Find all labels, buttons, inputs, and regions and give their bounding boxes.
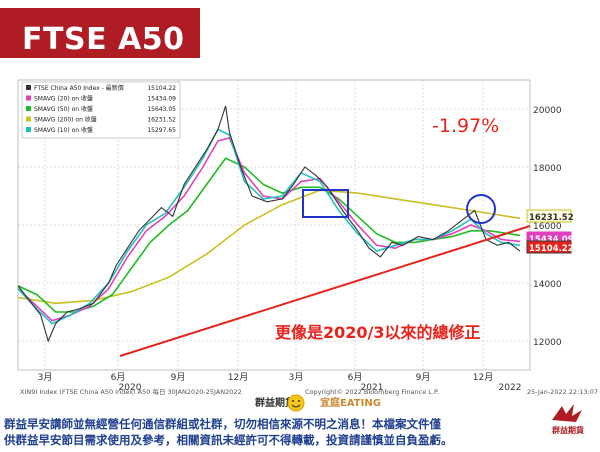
annotation-note: 更像是2020/3以來的總修正 [275, 323, 481, 342]
footer-disclaimer-line2: 供群益早安節目需求使用及參考，相關資訊未經許可不得轉載，投資請謹慎並自負盈虧。 [4, 433, 453, 447]
legend-value: 15104.22 [147, 85, 176, 92]
y-tick-label: 14000 [533, 280, 562, 290]
brand-right: 宜庭EATING [320, 398, 381, 409]
legend: FTSE China A50 Index - 最新價 15104.22 SMAVG … [21, 81, 181, 139]
chart-source: XIN9I Index (FTSE China A50 Index) A50 每… [20, 387, 242, 396]
company-logo-icon [552, 404, 582, 422]
price-tag-box [526, 240, 572, 254]
legend-swatch [26, 116, 31, 122]
year-label: 2020 [119, 383, 142, 393]
footer-disclaimer-line1: 群益早安講師並無經營任何通信群組或社群，切勿相信來源不明之消息！本檔案文件僅 [4, 417, 441, 431]
y-tick-label: 12000 [533, 338, 562, 348]
brand-left: 群益期貨 [255, 398, 295, 409]
annotation-percent: -1.97% [432, 115, 499, 137]
slide-title: FTSE A50 [22, 22, 185, 57]
legend-value: 15643.05 [147, 106, 176, 113]
legend-label: SMAVG (10) on 收盤 [34, 126, 93, 134]
series-line-smavg-20- [17, 137, 521, 322]
legend-swatch [26, 85, 31, 90]
x-tick-label: 3月 [289, 372, 304, 383]
y-tick-label: 20000 [533, 106, 562, 116]
x-axis: 3月 6月 9月 12月 3月 6月 9月 12月 2020 2021 2022 [38, 372, 522, 393]
year-label: 2021 [361, 383, 384, 393]
company-logo-text: 群益期貨 [552, 426, 584, 435]
legend-label: FTSE China A50 Index - 最新價 [34, 84, 124, 92]
chart: FTSE China A50 Index - 最新價 15104.22 SMAVG … [0, 70, 600, 400]
x-tick-label: 9月 [416, 372, 431, 383]
price-tag-value: 15104.22 [529, 244, 574, 254]
peak-circle [466, 194, 496, 224]
legend-value: 15297.65 [147, 127, 176, 134]
price-tag-value: 15434.09 [529, 235, 574, 245]
y-tick-label: 18000 [533, 164, 562, 174]
y-tick-label: 16000 [533, 222, 562, 232]
legend-swatch [26, 95, 31, 101]
title-box: FTSE A50 [0, 8, 200, 58]
series-layer [17, 105, 521, 343]
legend-value: 15434.09 [147, 96, 176, 103]
legend-value: 16231.52 [147, 117, 176, 124]
chart-copyright: Copyright© 2022 Bloomberg Finance L.P. [305, 388, 439, 396]
price-tag-value: 16231.52 [529, 213, 574, 223]
legend-label: SMAVG (20) on 收盤 [34, 95, 93, 103]
x-tick-label: 6月 [111, 372, 126, 383]
x-tick-label: 3月 [38, 372, 53, 383]
legend-label: SMAVG (200) on 收盤 [34, 116, 97, 124]
title-band: FTSE A50 [0, 0, 600, 70]
legend-label: SMAVG (50) on 收盤 [34, 105, 93, 113]
chart-timestamp: 25-Jan-2022 22:13:07 [527, 388, 598, 396]
y-axis: 12000 14000 16000 18000 20000 [533, 106, 562, 348]
series-line-ftse-china-a50-index [17, 105, 521, 343]
legend-swatch [26, 106, 31, 111]
series-line-smavg-200- [17, 189, 521, 305]
x-tick-label: 9月 [171, 372, 186, 383]
series-line-smavg-50- [17, 157, 521, 313]
legend-swatch [26, 127, 31, 132]
x-tick-label: 12月 [473, 372, 493, 383]
year-label: 2022 [499, 383, 522, 393]
price-tag-box [526, 209, 572, 223]
series-line-smavg-10- [17, 128, 521, 325]
footer-band: 群益早安講師並無經營任何通信群組或社群，切勿相信來源不明之消息！本檔案文件僅 供… [0, 412, 600, 452]
x-tick-label: 12月 [228, 372, 248, 383]
sun-icon [287, 394, 305, 412]
consolidation-box [302, 189, 349, 218]
legend-box [21, 81, 181, 139]
trendline [119, 225, 531, 357]
x-tick-label: 6月 [348, 372, 363, 383]
